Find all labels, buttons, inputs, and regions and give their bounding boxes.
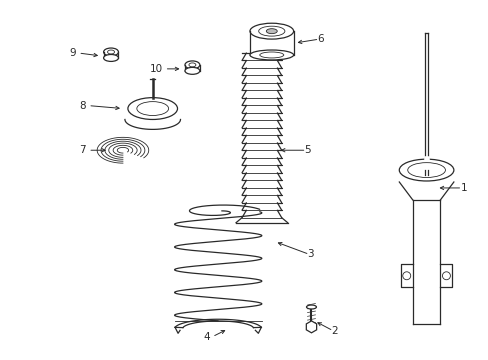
Text: 10: 10 [149, 64, 163, 74]
Text: 3: 3 [307, 249, 313, 260]
Text: 8: 8 [80, 100, 86, 111]
Ellipse shape [249, 23, 293, 39]
Ellipse shape [306, 305, 316, 309]
Ellipse shape [103, 48, 118, 56]
Text: 1: 1 [459, 183, 466, 193]
Ellipse shape [128, 98, 177, 120]
Ellipse shape [266, 29, 277, 33]
Text: 6: 6 [317, 34, 324, 44]
Ellipse shape [184, 67, 200, 74]
Text: 5: 5 [304, 145, 310, 155]
Text: 4: 4 [203, 332, 210, 342]
Ellipse shape [184, 61, 200, 69]
Text: 2: 2 [331, 326, 337, 336]
Ellipse shape [399, 159, 453, 181]
Text: 9: 9 [70, 48, 76, 58]
Ellipse shape [249, 50, 293, 60]
Text: 7: 7 [80, 145, 86, 155]
Ellipse shape [103, 54, 118, 62]
